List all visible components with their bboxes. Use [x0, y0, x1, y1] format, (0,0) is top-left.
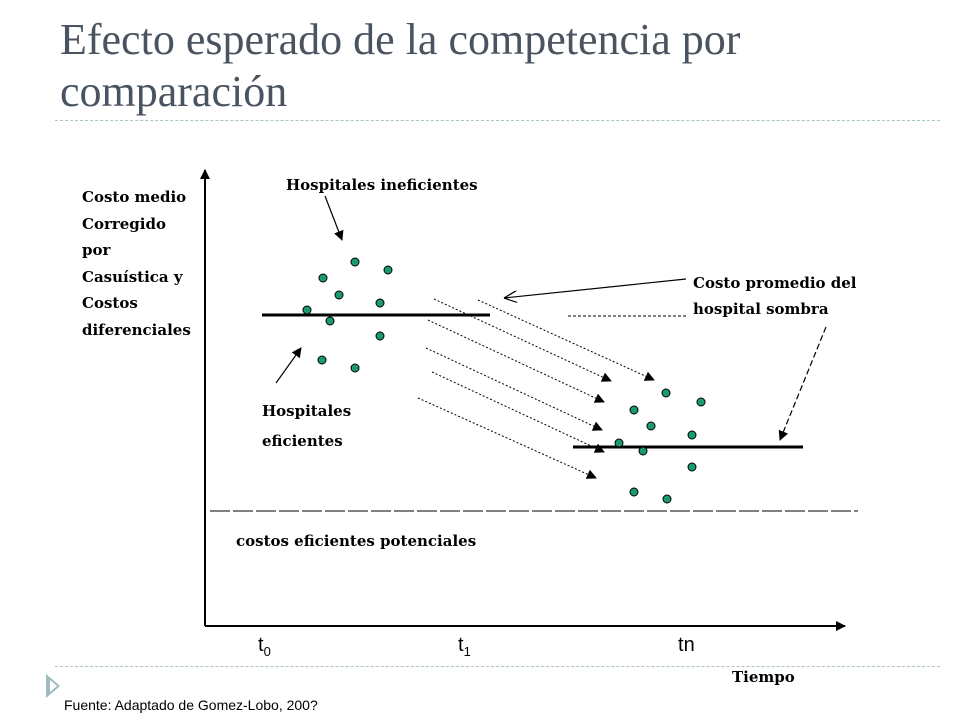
- efficient-hospitals-label-line: Hospitales: [262, 402, 352, 420]
- hospital-dot: [334, 290, 344, 300]
- y-axis-label-line: por: [82, 241, 111, 259]
- transition-arrows: [417, 298, 655, 479]
- x-tick-t1: t1: [458, 634, 471, 659]
- hospital-dot: [661, 388, 671, 398]
- shadow-hospital-label: Costo promedio del hospital sombra: [693, 270, 857, 322]
- tick-base: t: [458, 634, 464, 656]
- x-tick-tn: tn: [678, 634, 695, 657]
- hospital-dot: [614, 438, 624, 448]
- hospital-dot: [302, 305, 312, 315]
- y-axis-label-line: Costo medio: [82, 188, 187, 206]
- hospital-dot: [318, 273, 328, 283]
- bullet-arrow-icon: [46, 674, 60, 698]
- tick-sub: 1: [463, 644, 471, 659]
- hospital-dot: [687, 462, 697, 472]
- hospital-dot: [662, 494, 672, 504]
- hospital-dot: [375, 331, 385, 341]
- inefficient-pointer: [324, 195, 344, 241]
- hospital-dot: [325, 316, 335, 326]
- tick-base: t: [678, 634, 684, 656]
- hospital-dot: [317, 355, 327, 365]
- shadow-hospital-label-line: hospital sombra: [693, 300, 829, 318]
- tick-sub: n: [683, 634, 695, 656]
- page-title: Efecto esperado de la competencia por co…: [60, 15, 741, 116]
- efficient-pointer: [275, 347, 302, 384]
- hospital-dot: [629, 405, 639, 415]
- transition-arrow: [431, 371, 605, 453]
- transition-arrow: [427, 319, 605, 403]
- shadow-pointer-2: [778, 326, 827, 441]
- hospital-dots-t0: [302, 257, 393, 373]
- y-axis-label: Costo medio Corregido por Casuística y C…: [82, 184, 191, 343]
- x-tick-t0: t0: [258, 634, 271, 659]
- x-axis-label: Tiempo: [732, 668, 795, 686]
- hospital-dots-tn: [614, 388, 706, 504]
- transition-arrow: [425, 347, 603, 431]
- efficient-hospitals-label-line: eficientes: [262, 432, 343, 450]
- hospital-dot: [696, 397, 706, 407]
- y-axis-label-line: Costos: [82, 294, 138, 312]
- title-divider: [55, 120, 940, 121]
- hospital-dot: [375, 298, 385, 308]
- y-axis-label-line: Casuística y: [82, 267, 183, 286]
- hospital-dot: [687, 430, 697, 440]
- hospital-dot: [638, 446, 648, 456]
- hospital-dot: [350, 257, 360, 267]
- tick-base: t: [258, 634, 264, 656]
- hospital-dot: [646, 421, 656, 431]
- y-axis-label-line: diferenciales: [82, 320, 191, 339]
- shadow-pointer-1: [504, 278, 687, 298]
- potential-costs-label: costos eficientes potenciales: [236, 532, 477, 550]
- transition-arrow: [433, 298, 612, 382]
- footer-divider: [55, 666, 940, 667]
- source-note: Fuente: Adaptado de Gomez-Lobo, 200?: [64, 697, 318, 713]
- transition-arrow: [477, 299, 655, 381]
- hospital-dot: [350, 363, 360, 373]
- transition-arrow: [417, 397, 597, 479]
- tick-sub: 0: [263, 644, 271, 659]
- hospital-dot: [629, 487, 639, 497]
- efficient-hospitals-label: Hospitales eficientes: [262, 396, 351, 456]
- hospital-dot: [383, 265, 393, 275]
- inefficient-hospitals-label: Hospitales ineficientes: [286, 176, 478, 194]
- y-axis-label-line: Corregido: [82, 214, 166, 233]
- shadow-hospital-label-line: Costo promedio del: [693, 274, 857, 292]
